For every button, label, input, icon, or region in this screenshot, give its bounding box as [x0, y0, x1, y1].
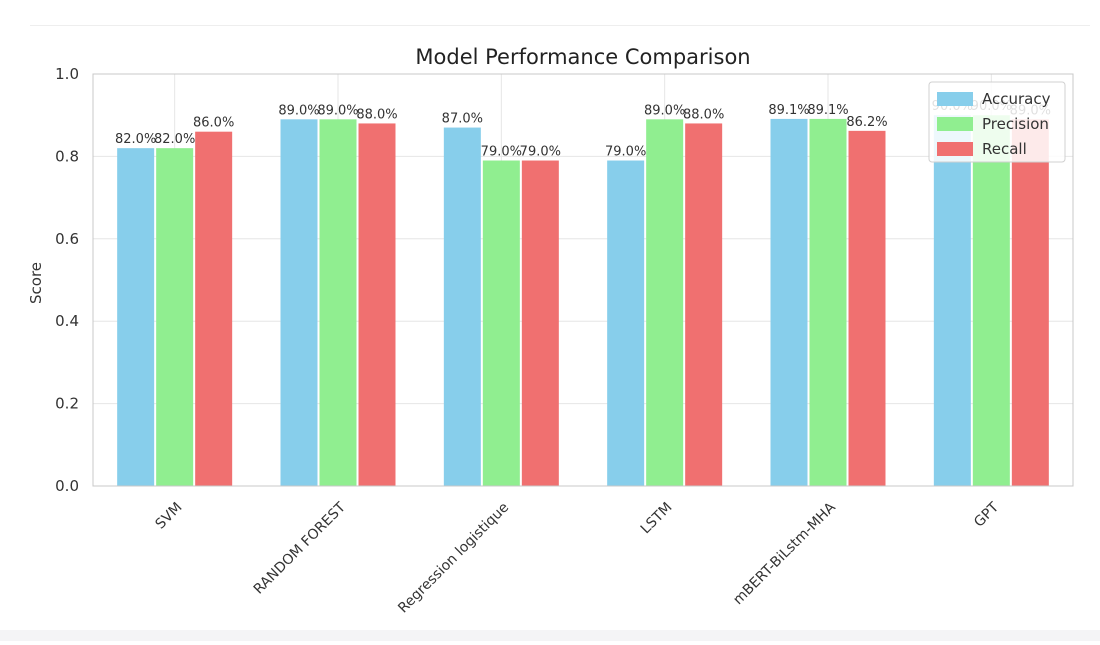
y-axis-label: Score [27, 262, 45, 304]
bar [443, 127, 481, 486]
y-tick-label: 1.0 [55, 65, 79, 83]
data-label: 89.1% [807, 103, 848, 118]
bar [319, 119, 357, 486]
x-tick-label: GPT [971, 499, 1002, 530]
y-tick-label: 0.0 [55, 477, 79, 495]
bar [770, 118, 808, 487]
x-tick-label: SVM [153, 500, 186, 533]
legend-swatch [937, 117, 973, 131]
legend-label: Accuracy [982, 90, 1051, 108]
bar [117, 148, 155, 486]
data-label: 82.0% [154, 132, 195, 147]
data-label: 79.0% [605, 145, 646, 160]
chart-title: Model Performance Comparison [415, 45, 750, 69]
legend: Accuracy Precision Recall [928, 81, 1066, 163]
bar [848, 130, 886, 486]
top-divider [30, 25, 1090, 26]
bar [156, 148, 194, 486]
grid-lines [93, 73, 1073, 487]
bar [646, 119, 684, 486]
data-label: 79.0% [481, 145, 522, 160]
legend-swatch [937, 142, 973, 156]
bar [933, 115, 971, 486]
bar [195, 131, 233, 486]
bar [607, 160, 645, 486]
bar [972, 115, 1010, 486]
y-tick-label: 0.2 [55, 395, 79, 413]
y-tick-label: 0.8 [55, 147, 79, 165]
data-label: 89.1% [768, 103, 809, 118]
bar [685, 123, 723, 486]
data-label: 89.0% [317, 103, 358, 118]
data-labels: 82.0%89.0%87.0%79.0%89.1%90.0%82.0%89.0%… [115, 99, 1051, 159]
bottom-band [0, 630, 1100, 641]
data-label: 88.0% [683, 107, 724, 122]
data-label: 89.0% [278, 103, 319, 118]
bar [521, 160, 559, 486]
data-label: 79.0% [520, 145, 561, 160]
data-label: 86.2% [846, 115, 887, 130]
bar [358, 123, 396, 486]
data-label: 89.0% [644, 103, 685, 118]
bar [482, 160, 520, 486]
legend-swatch [937, 92, 973, 106]
y-tick-label: 0.4 [55, 312, 79, 330]
bar [1011, 119, 1049, 486]
legend-label: Recall [982, 140, 1027, 158]
x-tick-label: LSTM [638, 500, 676, 538]
data-label: 82.0% [115, 132, 156, 147]
bar [809, 118, 847, 487]
data-label: 88.0% [356, 107, 397, 122]
x-tick-label: Regression logistique [395, 500, 512, 617]
data-label: 86.0% [193, 116, 234, 131]
y-tick-label: 0.6 [55, 230, 79, 248]
plot-frame [92, 73, 1074, 487]
bars [117, 115, 1049, 487]
x-tick-label: RANDOM FOREST [251, 499, 349, 597]
bar [280, 119, 318, 486]
legend-label: Precision [982, 115, 1049, 133]
data-label: 87.0% [442, 112, 483, 127]
x-tick-label: mBERT-BiLstm-MHA [730, 499, 839, 608]
